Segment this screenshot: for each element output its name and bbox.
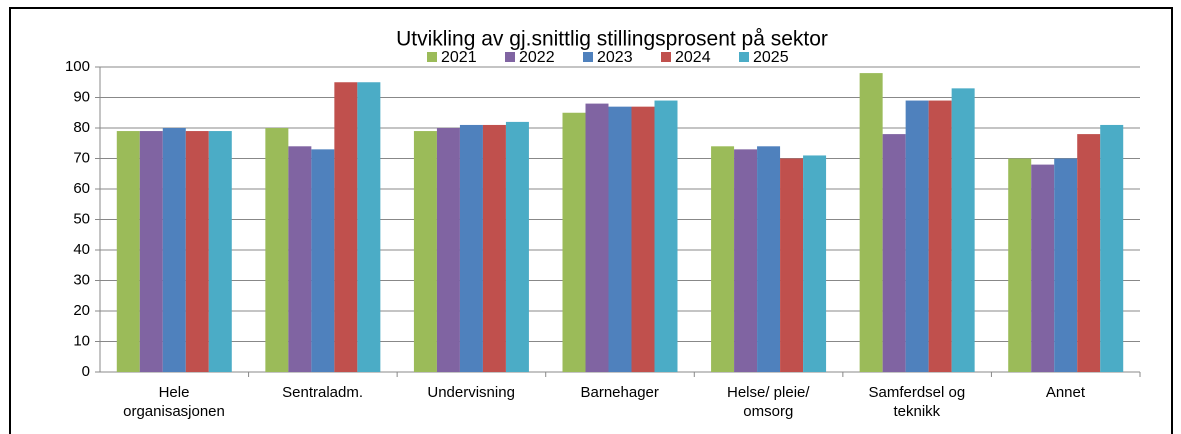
x-tick-label: Sentraladm.	[282, 384, 363, 401]
bar	[608, 106, 632, 373]
legend-swatch	[739, 52, 749, 62]
bar	[1008, 158, 1032, 372]
bar	[288, 146, 312, 372]
y-tick-label: 10	[73, 332, 90, 349]
bar	[413, 131, 437, 372]
y-tick-label: 80	[73, 119, 90, 136]
x-tick-label: Undervisning	[427, 384, 515, 401]
bar	[803, 155, 827, 372]
y-tick-label: 50	[73, 210, 90, 227]
y-tick-label: 90	[73, 88, 90, 105]
chart-frame	[9, 7, 1173, 434]
y-tick-label: 30	[73, 271, 90, 288]
bar	[1100, 124, 1124, 372]
bar	[162, 128, 186, 372]
legend-swatch	[583, 52, 593, 62]
bar	[882, 134, 906, 372]
bar	[311, 149, 335, 372]
bar	[505, 121, 529, 373]
bar	[562, 112, 586, 372]
bar	[208, 131, 232, 372]
x-tick-label: Barnehager	[580, 384, 659, 401]
y-tick-label: 0	[82, 363, 90, 380]
bar	[585, 103, 609, 372]
bar	[459, 124, 483, 372]
bar	[928, 100, 952, 373]
bar	[654, 100, 678, 373]
bar	[482, 124, 506, 372]
bar	[436, 128, 460, 372]
bar	[116, 131, 140, 372]
bar	[757, 146, 781, 372]
bar	[631, 106, 655, 373]
y-tick-label: 40	[73, 241, 90, 258]
bar	[734, 149, 758, 372]
legend-label: 2021	[441, 49, 477, 66]
bar	[711, 146, 735, 372]
legend-label: 2023	[597, 49, 633, 66]
x-tick-label: Helse/ pleie/ omsorg	[727, 384, 810, 420]
y-tick-label: 60	[73, 180, 90, 197]
y-tick-label: 20	[73, 302, 90, 319]
bar	[905, 100, 929, 373]
legend-label: 2022	[519, 49, 555, 66]
bar	[334, 82, 358, 372]
bar	[859, 73, 883, 372]
legend-swatch	[505, 52, 515, 62]
bar	[139, 131, 163, 372]
y-tick-label: 70	[73, 149, 90, 166]
bar	[357, 82, 381, 372]
x-tick-label: Annet	[1045, 384, 1086, 401]
legend-swatch	[661, 52, 671, 62]
y-tick-label: 100	[65, 58, 90, 75]
chart-title: Utvikling av gj.snittlig stillingsprosen…	[396, 28, 828, 51]
legend-label: 2025	[753, 49, 789, 66]
legend-label: 2024	[675, 49, 711, 66]
bar	[265, 128, 289, 372]
legend-swatch	[427, 52, 437, 62]
bar	[1077, 134, 1101, 372]
bar	[951, 88, 975, 372]
bar	[1054, 158, 1078, 372]
bar	[1031, 164, 1055, 372]
bar	[780, 158, 804, 372]
x-tick-label: Samferdsel og teknikk	[868, 384, 966, 420]
bar	[185, 131, 209, 372]
x-tick-label: Hele organisasjonen	[123, 384, 225, 420]
